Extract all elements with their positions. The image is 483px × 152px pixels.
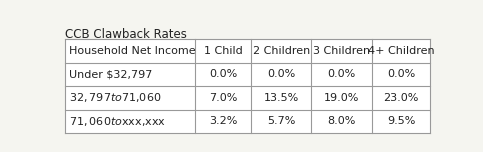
Text: 7.0%: 7.0%	[209, 93, 237, 103]
Text: $32,797 to $71,060: $32,797 to $71,060	[69, 91, 161, 104]
Text: 0.0%: 0.0%	[387, 69, 415, 79]
Text: $71,060 to $xxx,xxx: $71,060 to $xxx,xxx	[69, 115, 166, 128]
Bar	[65, 39, 430, 133]
Text: 3 Children: 3 Children	[313, 46, 370, 56]
Text: 19.0%: 19.0%	[324, 93, 359, 103]
Text: 0.0%: 0.0%	[267, 69, 296, 79]
Text: CCB Clawback Rates: CCB Clawback Rates	[65, 28, 187, 41]
Text: 9.5%: 9.5%	[387, 116, 415, 126]
Text: 13.5%: 13.5%	[264, 93, 299, 103]
Text: 4+ Children: 4+ Children	[368, 46, 434, 56]
Text: 1 Child: 1 Child	[203, 46, 242, 56]
Text: 23.0%: 23.0%	[384, 93, 419, 103]
Text: Under $32,797: Under $32,797	[69, 69, 152, 79]
Text: Household Net Income: Household Net Income	[69, 46, 195, 56]
Text: 3.2%: 3.2%	[209, 116, 237, 126]
Text: 0.0%: 0.0%	[327, 69, 356, 79]
Text: 2 Children: 2 Children	[253, 46, 310, 56]
Text: 0.0%: 0.0%	[209, 69, 237, 79]
Text: 8.0%: 8.0%	[327, 116, 356, 126]
Text: 5.7%: 5.7%	[267, 116, 296, 126]
